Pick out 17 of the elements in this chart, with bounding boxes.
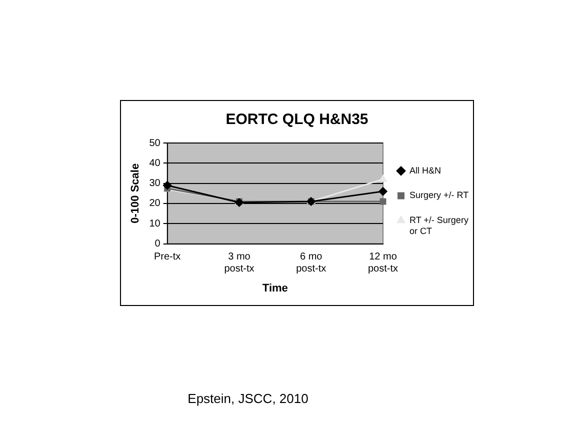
y-tick-label: 20 — [149, 198, 161, 210]
legend-label: All H&N — [410, 165, 442, 176]
y-tick-label: 40 — [149, 158, 161, 169]
y-tick-label: 0 — [154, 238, 161, 250]
y-axis-title: 0-100 Scale — [130, 163, 142, 224]
x-tick-label: 12 mo post-tx — [368, 252, 398, 275]
legend-label: RT +/- Surgery or CT — [410, 214, 469, 236]
x-axis-title: Time — [262, 282, 288, 294]
x-tick-label: Pre-tx — [154, 252, 181, 263]
y-tick-label: 30 — [149, 178, 161, 190]
legend-label: Surgery +/- RT — [410, 190, 470, 200]
y-tick-label: 50 — [149, 138, 161, 149]
x-tick-label: 6 mo post-tx — [296, 252, 326, 275]
text: Epstein, JSCC, 2010 — [186, 391, 310, 406]
chart-title: EORTC QLQ H&N35 — [226, 111, 368, 128]
x-tick-label: 3 mo post-tx — [224, 252, 254, 275]
y-tick-label: 10 — [149, 218, 161, 230]
